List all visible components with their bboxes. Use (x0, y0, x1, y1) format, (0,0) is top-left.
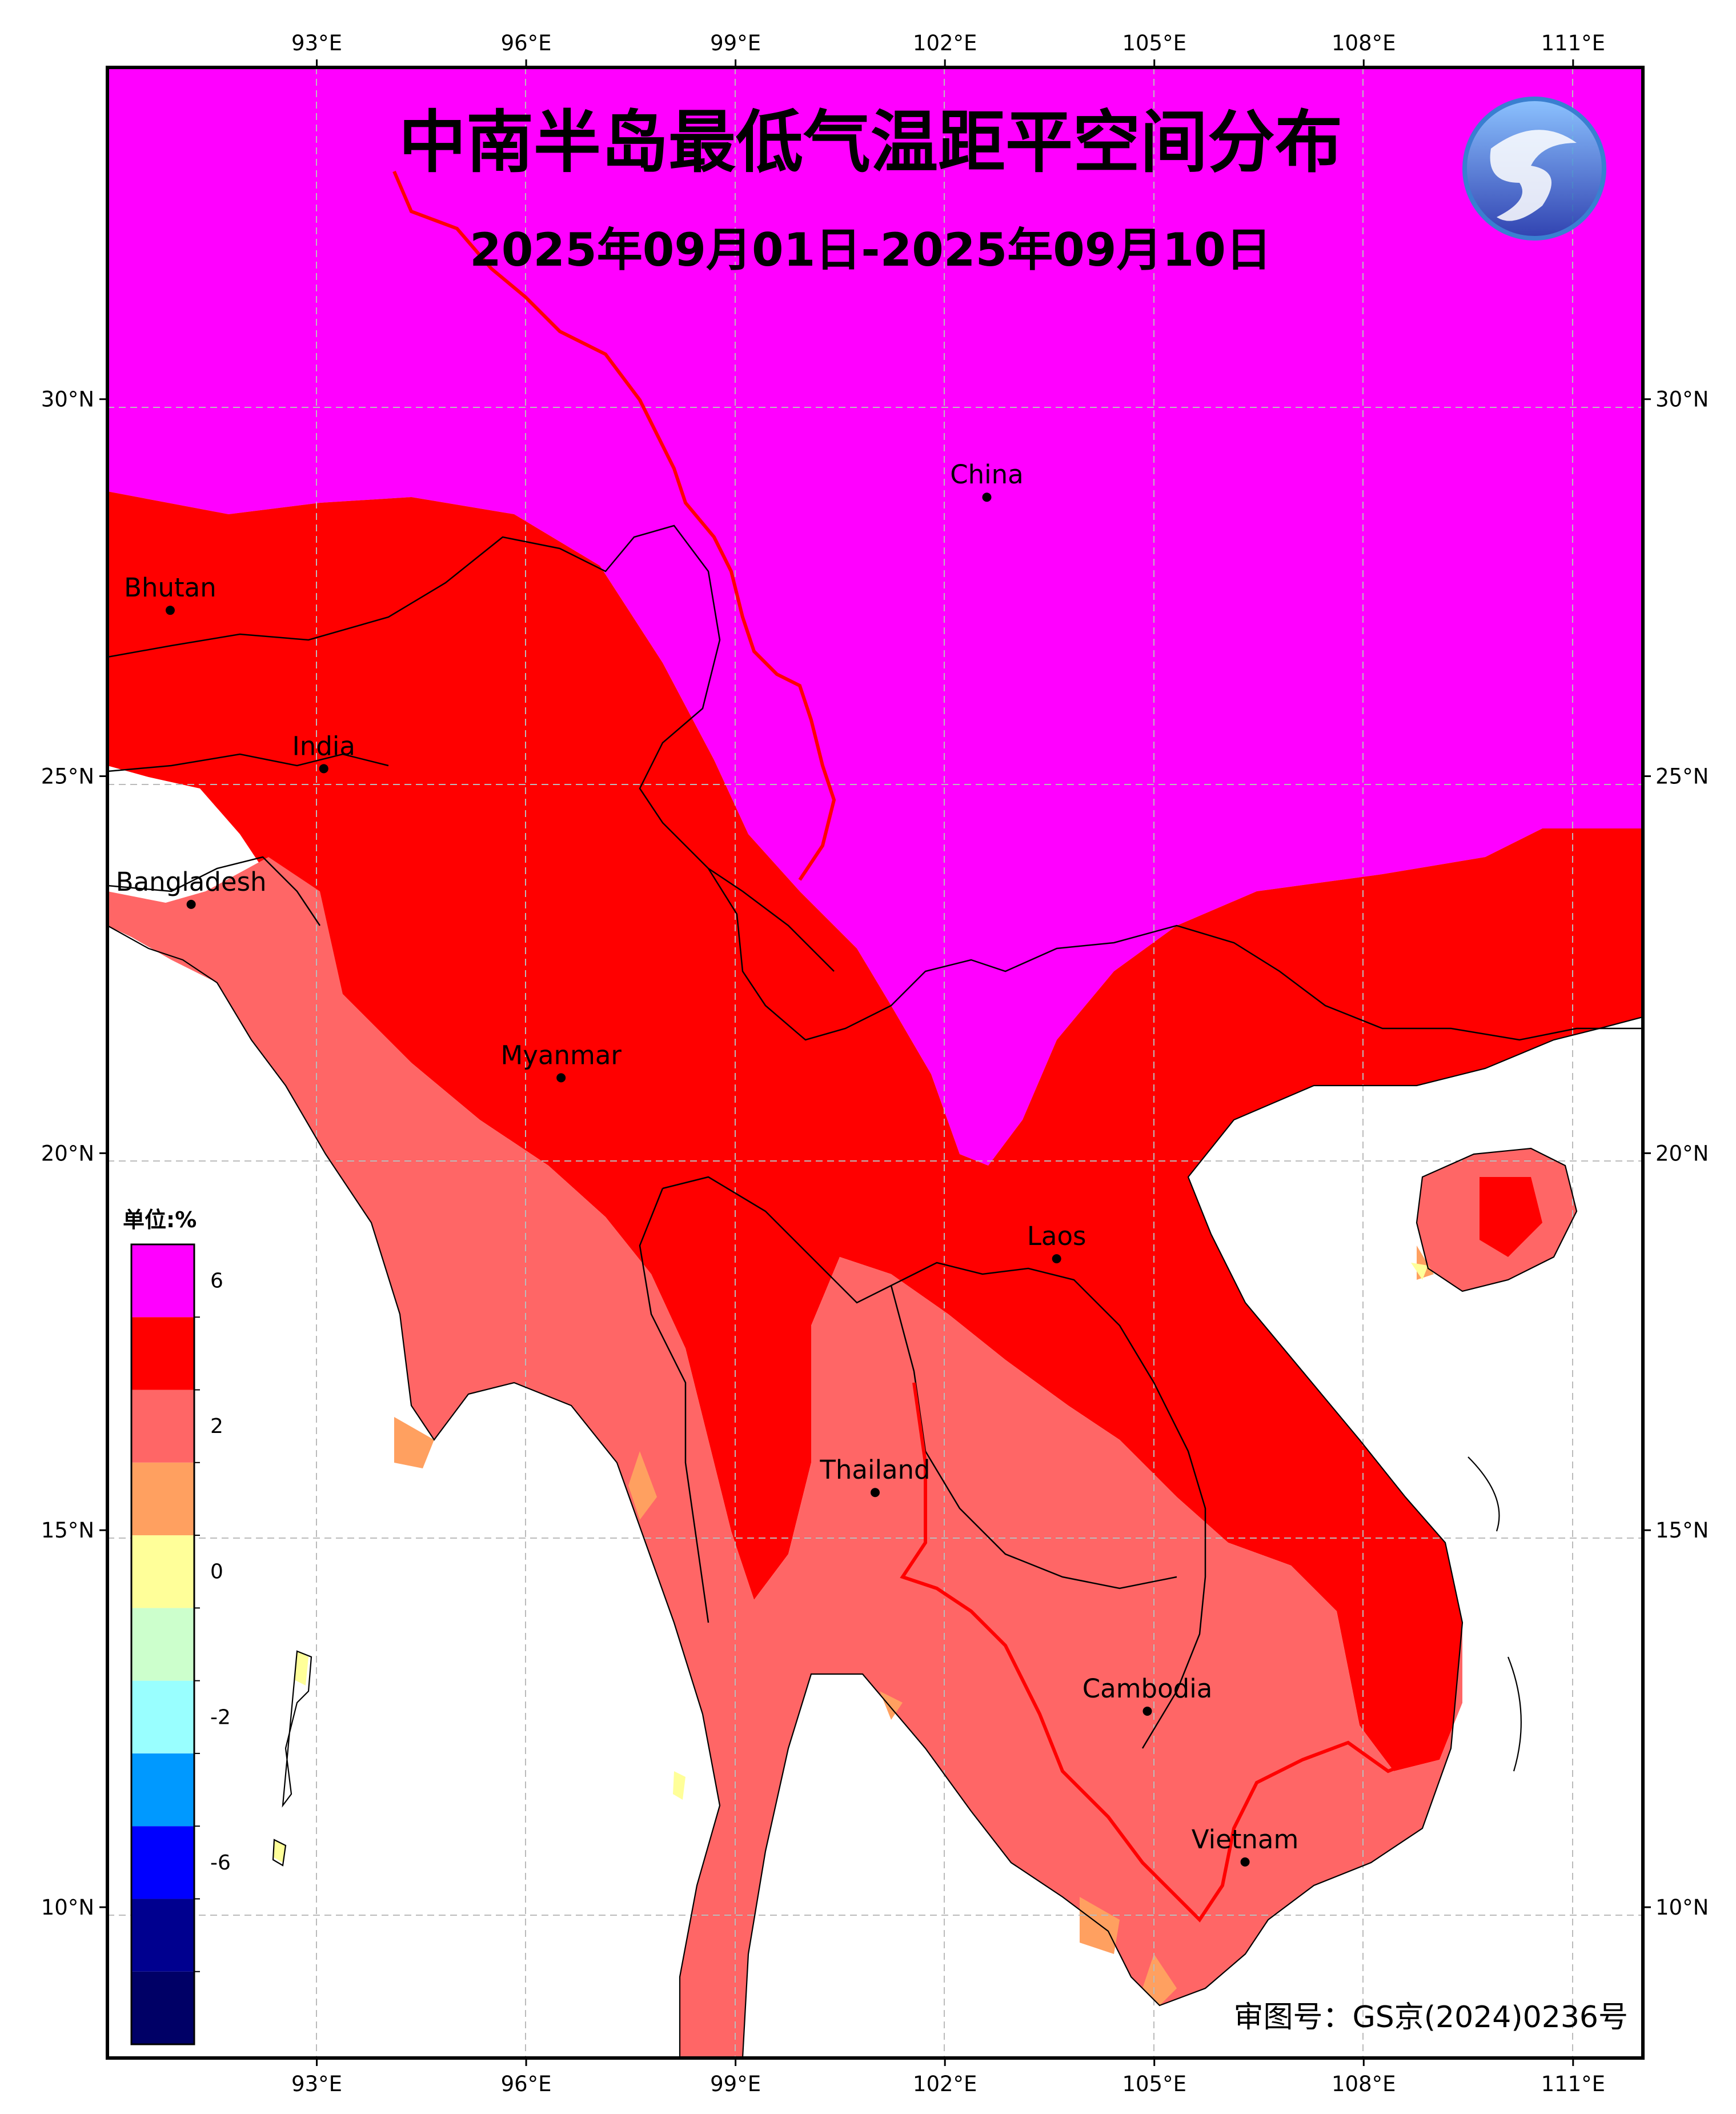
anomaly-zone-2-to-6 (107, 491, 1643, 1771)
lon-tick-label-bottom: 111°E (1541, 2072, 1606, 2096)
highlight-boundary-line (900, 1382, 1441, 1923)
place-name: Myanmar (500, 1040, 622, 1070)
lat-tick-label-left: 30°N (41, 387, 94, 412)
lon-tick-label-bottom: 102°E (913, 2072, 977, 2096)
colorbar-swatch (131, 1535, 194, 1608)
colorbar-label: -6 (210, 1851, 231, 1875)
colorbar-frame (130, 1243, 195, 2045)
dragon-emblem-icon (1462, 97, 1606, 241)
place-marker (186, 899, 196, 909)
lat-tick-label-right: 25°N (1655, 764, 1709, 789)
graticule (107, 67, 1643, 2058)
place-marker (871, 1488, 880, 1498)
china-boundary-line (392, 170, 836, 881)
lon-tick-label-bottom: 108°E (1332, 2072, 1396, 2096)
colorbar-swatch (131, 1971, 194, 2044)
map-area (107, 67, 1643, 2058)
lat-tick-label-left: 25°N (41, 764, 94, 789)
lat-tick-label-left: 10°N (41, 1895, 94, 1920)
lon-tick-label-top: 105°E (1122, 31, 1186, 55)
place-marker (319, 764, 328, 774)
map-frame (106, 66, 1645, 2060)
colorbar-swatch (131, 1680, 194, 1753)
place-labels: China Bhutan India Bangladesh Myanmar Laos Tha… (116, 459, 1299, 1867)
lon-tick-label-bottom: 93°E (291, 2072, 342, 2096)
lat-tick-label-right: 10°N (1655, 1895, 1709, 1920)
colorbar-label: 2 (210, 1415, 223, 1438)
lon-tick-label-bottom: 96°E (501, 2072, 552, 2096)
colorbar-label: -2 (210, 1705, 231, 1729)
lon-tick-label-bottom: 99°E (710, 2072, 761, 2096)
lon-tick-label-top: 111°E (1541, 31, 1606, 55)
place-name: China (950, 459, 1024, 490)
colorbar-swatch (131, 1826, 194, 1899)
coastline (107, 925, 1643, 2058)
colorbar-swatch (131, 1317, 194, 1390)
place-marker (1240, 1857, 1250, 1867)
lon-tick-label-top: 102°E (913, 31, 977, 55)
unit-label: 单位:% (123, 1207, 197, 1232)
hainan-inner-zone (1480, 1177, 1542, 1257)
colorbar-label: 6 (210, 1270, 223, 1293)
lat-tick-label-right: 15°N (1655, 1518, 1709, 1543)
lat-tick-label-left: 20°N (41, 1141, 94, 1166)
place-name: Thailand (819, 1455, 930, 1485)
lat-tick-label-left: 15°N (41, 1518, 94, 1543)
place-name: Cambodia (1083, 1673, 1213, 1704)
place-name: India (292, 731, 355, 761)
place-name: Bhutan (124, 572, 217, 603)
place-marker (1142, 1706, 1152, 1716)
colorbar: -6 -2 0 2 6 (130, 1243, 231, 2045)
anomaly-zone-above-6 (107, 67, 1643, 1166)
colorbar-swatch (131, 1753, 194, 1827)
lon-tick-label-bottom: 105°E (1122, 2072, 1186, 2096)
lon-tick-label-top: 96°E (501, 31, 552, 55)
place-marker (1052, 1254, 1061, 1264)
place-name: Laos (1027, 1221, 1086, 1251)
map-subtitle: 2025年09月01日-2025年09月10日 (470, 223, 1272, 277)
colorbar-swatch (131, 1899, 194, 1972)
review-number: 审图号：GS京(2024)0236号 (1233, 2000, 1628, 2035)
place-name: Vietnam (1192, 1824, 1299, 1855)
colorbar-swatch (131, 1390, 194, 1463)
map-title: 中南半岛最低气温距平空间分布 (399, 103, 1342, 182)
anomaly-zone-salmon (107, 857, 1462, 2058)
place-marker (982, 493, 992, 502)
colorbar-swatch (131, 1462, 194, 1536)
axis-ticks: 93°E 93°E 96°E 96°E 99°E 99°E 102°E 102°E 105°E 1… (41, 31, 1709, 2096)
colorbar-swatch (131, 1608, 194, 1681)
place-name: Bangladesh (116, 867, 267, 897)
lon-tick-label-top: 93°E (291, 31, 342, 55)
colorbar-label: 0 (210, 1560, 223, 1584)
lat-tick-label-right: 30°N (1655, 387, 1709, 412)
lat-tick-label-right: 20°N (1655, 1141, 1709, 1166)
colorbar-swatch (131, 1244, 194, 1318)
lon-tick-label-top: 99°E (710, 31, 761, 55)
place-marker (165, 606, 175, 615)
lon-tick-label-top: 108°E (1332, 31, 1396, 55)
place-marker (556, 1073, 566, 1083)
